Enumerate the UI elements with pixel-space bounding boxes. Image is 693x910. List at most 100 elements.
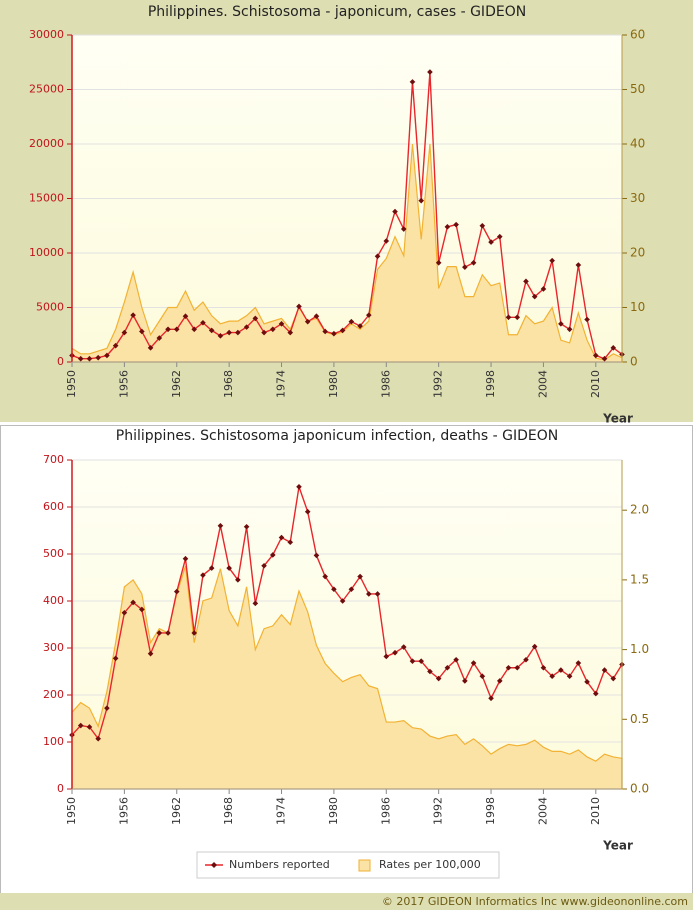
point (357, 573, 363, 580)
point (235, 329, 241, 336)
y-tick-label: 300 (43, 641, 64, 654)
cases-line (71, 486, 623, 741)
y2-tick-label: 20 (630, 246, 645, 260)
point (549, 257, 555, 264)
y-tick-label: 400 (43, 594, 64, 607)
point (601, 667, 608, 673)
point (331, 586, 337, 593)
point (357, 323, 363, 329)
point (252, 600, 259, 607)
point (584, 316, 590, 323)
point (409, 79, 416, 85)
point (226, 565, 232, 571)
chart-title: Philippines. Schistosoma - japonicum, ca… (148, 4, 526, 20)
point (366, 312, 372, 318)
x-tick-label: 1956 (117, 797, 130, 825)
y-tick-label: 10000 (29, 246, 64, 259)
point (86, 355, 93, 362)
y-tick-label: 25000 (29, 83, 64, 96)
x-tick-label: 1968 (222, 370, 235, 398)
point (130, 599, 136, 606)
x-tick-label: 1986 (379, 797, 392, 825)
point (488, 695, 494, 702)
point (400, 226, 407, 232)
point (200, 572, 206, 578)
point (182, 555, 189, 562)
point (104, 705, 110, 711)
point (523, 656, 529, 663)
point (304, 318, 311, 325)
x-tick-label: 1950 (65, 370, 78, 398)
point (374, 591, 381, 597)
point (322, 573, 328, 580)
point (505, 314, 512, 321)
x-tick-label: 2004 (536, 797, 549, 825)
y-tick-label: 600 (43, 500, 64, 513)
x-tick-label: 1968 (222, 797, 235, 825)
y-tick-label: 30000 (29, 28, 64, 41)
point (531, 293, 538, 300)
point (95, 735, 101, 742)
point (427, 668, 433, 675)
point (540, 286, 547, 292)
point (200, 319, 206, 326)
point (348, 586, 355, 593)
point (348, 318, 355, 325)
y2-tick-label: 30 (630, 191, 645, 205)
point (374, 253, 381, 260)
x-tick-label: 1974 (275, 797, 288, 825)
y2-tick-label: 60 (630, 28, 645, 42)
point (418, 658, 425, 664)
point (252, 315, 259, 322)
point (444, 664, 451, 671)
point (139, 606, 145, 613)
point (287, 329, 294, 336)
point (261, 329, 267, 336)
point (208, 565, 215, 571)
rate-area (71, 143, 623, 363)
point (130, 312, 136, 318)
point (514, 314, 521, 321)
point (514, 664, 521, 671)
x-tick-label: 1950 (65, 797, 78, 825)
point (610, 345, 617, 351)
legend-swatch (358, 859, 371, 872)
point (435, 675, 442, 682)
x-tick-label: 1998 (484, 370, 497, 398)
point (470, 260, 477, 266)
cases-line (71, 72, 623, 360)
point (444, 224, 451, 230)
point (217, 333, 224, 339)
point (488, 239, 494, 245)
point (217, 523, 224, 529)
y-tick-label: 700 (43, 453, 64, 466)
point (208, 327, 215, 334)
x-tick-label: 1992 (432, 370, 445, 398)
x-axis-label: Year (602, 412, 633, 426)
point (191, 630, 198, 636)
point (261, 562, 267, 569)
point (95, 354, 101, 361)
y2-tick-label: 1.0 (630, 642, 649, 656)
point (558, 321, 564, 327)
y-tick-label: 500 (43, 547, 64, 560)
x-tick-label: 1980 (327, 370, 340, 398)
point (121, 329, 128, 336)
legend-box (196, 851, 500, 879)
point (566, 673, 573, 679)
point (575, 262, 582, 268)
y2-tick-label: 40 (630, 137, 645, 151)
point (575, 660, 582, 666)
point (278, 534, 285, 541)
point (226, 329, 232, 336)
point (462, 264, 468, 270)
chart-title: Philippines. Schistosoma japonicum infec… (116, 428, 558, 444)
point (453, 221, 459, 228)
point (278, 321, 285, 327)
point (112, 655, 119, 662)
y2-tick-label: 0 (630, 355, 638, 369)
point (392, 649, 398, 656)
x-tick-label: 1962 (170, 797, 183, 825)
point (462, 678, 468, 684)
